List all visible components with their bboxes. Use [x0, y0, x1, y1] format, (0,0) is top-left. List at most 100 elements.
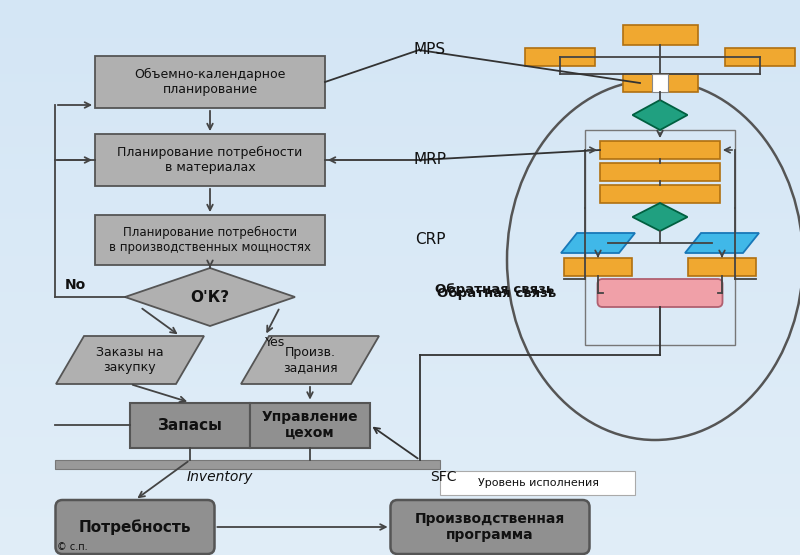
Bar	[0, 502, 800, 503]
Bar	[0, 329, 800, 330]
Bar	[0, 504, 800, 505]
Bar	[0, 441, 800, 442]
Bar	[95, 56, 325, 108]
Bar	[725, 48, 795, 66]
Bar	[0, 118, 800, 119]
Bar	[0, 209, 800, 210]
Bar	[0, 8, 800, 9]
Bar	[0, 99, 800, 100]
Bar	[0, 207, 800, 208]
Bar	[0, 88, 800, 89]
Bar	[0, 370, 800, 371]
Bar	[0, 249, 800, 250]
Bar	[0, 302, 800, 303]
Bar	[0, 448, 800, 449]
Bar	[0, 312, 800, 313]
Bar	[0, 233, 800, 234]
Bar	[0, 476, 800, 477]
Bar	[0, 161, 800, 162]
Bar	[0, 196, 800, 197]
Bar	[0, 490, 800, 491]
Bar	[0, 291, 800, 292]
Bar	[0, 420, 800, 421]
Bar	[0, 309, 800, 310]
Bar	[0, 473, 800, 474]
Bar	[0, 265, 800, 266]
Bar	[0, 325, 800, 326]
Bar	[0, 137, 800, 138]
Bar	[0, 417, 800, 418]
Bar	[0, 70, 800, 71]
Bar	[0, 357, 800, 358]
Bar	[0, 436, 800, 437]
Bar	[0, 40, 800, 41]
Bar	[0, 94, 800, 95]
Bar	[0, 31, 800, 32]
Bar	[0, 71, 800, 72]
Bar	[0, 24, 800, 25]
Bar	[0, 246, 800, 247]
Bar	[0, 351, 800, 352]
Bar	[0, 318, 800, 319]
Bar	[0, 267, 800, 268]
Bar	[0, 486, 800, 487]
Bar	[0, 199, 800, 200]
Text: Обратная связь: Обратная связь	[437, 286, 556, 300]
Bar	[0, 215, 800, 216]
Bar	[0, 132, 800, 133]
Bar	[0, 551, 800, 552]
Bar	[0, 387, 800, 388]
Bar	[0, 0, 800, 1]
Bar	[0, 98, 800, 99]
Bar	[0, 158, 800, 159]
Text: О'К?: О'К?	[190, 290, 230, 305]
Bar	[0, 86, 800, 87]
Bar	[0, 334, 800, 335]
Bar	[0, 393, 800, 394]
Bar	[0, 529, 800, 530]
Bar	[0, 508, 800, 509]
Bar	[0, 524, 800, 525]
Bar	[0, 241, 800, 242]
Bar	[0, 453, 800, 454]
Bar	[0, 326, 800, 327]
Bar	[0, 43, 800, 44]
Bar	[0, 55, 800, 56]
Bar	[0, 155, 800, 156]
Bar	[0, 238, 800, 239]
Bar	[0, 437, 800, 438]
Bar	[0, 148, 800, 149]
Bar	[0, 87, 800, 88]
Bar	[0, 178, 800, 179]
Bar	[0, 194, 800, 195]
Bar	[0, 110, 800, 111]
Bar	[0, 208, 800, 209]
Bar	[0, 552, 800, 553]
Bar	[0, 111, 800, 112]
Bar	[0, 316, 800, 317]
Bar	[0, 346, 800, 347]
Bar	[0, 258, 800, 259]
Bar	[0, 474, 800, 475]
Bar	[0, 472, 800, 473]
Bar	[0, 550, 800, 551]
Bar	[0, 153, 800, 154]
Bar	[0, 5, 800, 6]
Bar	[0, 122, 800, 123]
Bar	[0, 471, 800, 472]
Bar	[0, 394, 800, 395]
Bar	[0, 176, 800, 177]
Bar	[0, 327, 800, 328]
Bar	[0, 500, 800, 501]
Bar	[0, 103, 800, 104]
Bar	[0, 314, 800, 315]
Text: Обратная связь: Обратная связь	[435, 284, 554, 296]
Bar	[0, 236, 800, 237]
Bar	[0, 423, 800, 424]
Bar	[0, 83, 800, 84]
Bar	[0, 509, 800, 510]
Bar	[0, 76, 800, 77]
Bar	[0, 377, 800, 378]
Bar	[0, 343, 800, 344]
Bar	[0, 253, 800, 254]
